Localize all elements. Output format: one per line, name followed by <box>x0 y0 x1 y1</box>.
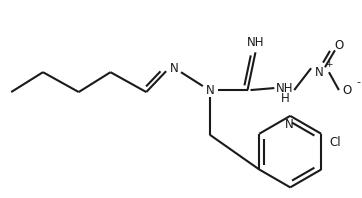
Text: +: + <box>325 60 333 69</box>
Text: N: N <box>205 84 214 97</box>
Text: N: N <box>315 66 323 79</box>
Text: NH: NH <box>275 82 293 95</box>
Text: O: O <box>342 84 352 97</box>
Text: Cl: Cl <box>329 136 341 149</box>
Text: -: - <box>357 77 361 87</box>
Text: N: N <box>285 118 294 131</box>
Text: O: O <box>334 39 344 52</box>
Text: N: N <box>170 62 178 75</box>
Text: NH: NH <box>247 36 264 49</box>
Text: H: H <box>281 91 290 105</box>
